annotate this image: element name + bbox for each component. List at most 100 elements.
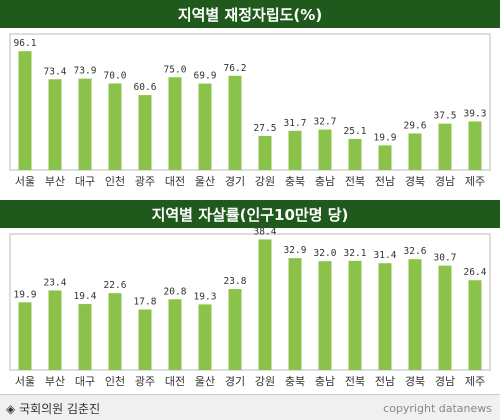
chart1-value-label-15: 37.5 [434, 111, 457, 122]
chart2-value-label-15: 30.7 [434, 253, 457, 264]
chart1-category-label-14: 경북 [405, 175, 425, 188]
chart2-bar-6 [168, 299, 182, 370]
chart2-value-label-7: 19.3 [194, 291, 217, 302]
chart1-bar-3 [78, 78, 92, 170]
chart2-bar-5 [138, 309, 152, 370]
chart2-bar-11 [318, 261, 332, 370]
chart2-value-label-9: 38.4 [254, 228, 277, 237]
chart2-title: 지역별 자살률(인구10만명 당) [0, 200, 500, 228]
chart1-bar-4 [108, 83, 122, 170]
chart2-category-label-13: 전남 [375, 375, 395, 388]
chart2-category-label-16: 제주 [465, 375, 485, 388]
chart2-value-label-1: 19.9 [14, 289, 37, 300]
chart1-category-label-3: 대구 [75, 175, 95, 188]
chart1-category-label-7: 울산 [195, 175, 215, 188]
chart1-value-label-4: 70.0 [104, 70, 127, 81]
footer: ◈ 국회의원 김춘진 copyright datanews [0, 394, 500, 420]
chart1-bar-1 [18, 51, 32, 170]
chart1-bar-8 [228, 75, 242, 170]
chart2-bar-4 [108, 293, 122, 370]
chart1-value-label-9: 27.5 [254, 123, 277, 134]
chart1-value-label-7: 69.9 [194, 71, 217, 82]
chart1-bar-6 [168, 77, 182, 170]
chart1-bar-13 [378, 145, 392, 170]
chart1-title: 지역별 재정자립도(%) [0, 0, 500, 28]
chart2-value-label-11: 32.0 [314, 248, 337, 259]
chart2-value-label-10: 32.9 [284, 245, 307, 256]
chart1-value-label-5: 60.6 [134, 82, 157, 93]
chart2-value-label-6: 20.8 [164, 286, 187, 297]
chart1-bar-11 [318, 129, 332, 170]
chart2-category-label-7: 울산 [195, 375, 215, 388]
chart1-value-label-2: 73.4 [44, 66, 67, 77]
chart1-bar-5 [138, 95, 152, 170]
chart2-plot: 19.9 서울 23.4 부산 19.4 대구 22.6 인천 17.8 광주 20.8 대전 19.3… [9, 228, 491, 388]
chart2-bar-12 [348, 260, 362, 370]
chart2-value-label-16: 26.4 [464, 267, 487, 278]
chart2-bar-7 [198, 304, 212, 370]
chart2-value-label-2: 23.4 [44, 277, 67, 288]
chart2-value-label-5: 17.8 [134, 296, 157, 307]
chart1-value-label-11: 32.7 [314, 117, 337, 128]
chart2-category-label-3: 대구 [75, 375, 95, 388]
chart1-bar-15 [438, 123, 452, 170]
chart1-category-label-11: 충남 [315, 175, 335, 188]
chart1-bar-16 [468, 121, 482, 170]
chart1-plot: 96.1 서울 73.4 부산 73.9 대구 70.0 인천 60.6 광주 75.0 대전 69.9… [9, 33, 491, 188]
chart1-value-label-16: 39.3 [464, 108, 487, 119]
chart2-category-label-4: 인천 [105, 374, 125, 388]
chart2-category-label-15: 경남 [435, 375, 455, 388]
chart1-category-label-1: 서울 [15, 175, 35, 188]
chart1-category-label-4: 인천 [105, 174, 125, 188]
chart2-category-label-5: 광주 [135, 375, 155, 388]
chart2-category-label-8: 경기 [225, 375, 245, 388]
chart1-value-label-3: 73.9 [74, 66, 97, 77]
chart1-value-label-6: 75.0 [164, 64, 187, 75]
chart1-bar-9 [258, 136, 272, 170]
chart2-value-label-12: 32.1 [344, 248, 367, 259]
chart2-value-label-13: 31.4 [374, 250, 397, 261]
chart2-category-label-11: 충남 [315, 375, 335, 388]
chart1-category-label-9: 강원 [255, 175, 275, 188]
chart1-category-label-6: 대전 [165, 175, 185, 188]
chart2-category-label-9: 강원 [255, 375, 275, 388]
chart2-category-label-2: 부산 [45, 375, 65, 388]
chart1-category-label-8: 경기 [225, 175, 245, 188]
chart2-value-label-14: 32.6 [404, 246, 427, 257]
chart1-category-label-13: 전남 [375, 175, 395, 188]
chart2-bar-8 [228, 289, 242, 370]
chart2-category-label-14: 경북 [405, 375, 425, 388]
chart1-category-label-10: 충북 [285, 175, 305, 188]
chart2-value-label-3: 19.4 [74, 291, 97, 302]
chart2-bar-15 [438, 265, 452, 370]
chart1-category-label-2: 부산 [45, 175, 65, 188]
chart2-bar-14 [408, 259, 422, 370]
chart2-category-label-6: 대전 [165, 375, 185, 388]
chart1-value-label-12: 25.1 [344, 126, 367, 137]
chart2-bar-1 [18, 302, 32, 370]
chart1-bar-2 [48, 79, 62, 170]
chart2-bar-13 [378, 263, 392, 370]
chart1-bar-12 [348, 138, 362, 170]
chart1-category-label-5: 광주 [135, 175, 155, 188]
chart2-bar-3 [78, 304, 92, 370]
chart2-bar-2 [48, 290, 62, 370]
chart2-bar-9 [258, 239, 272, 370]
chart1-bar-14 [408, 133, 422, 170]
chart2-category-label-1: 서울 [15, 375, 35, 388]
source-credit: ◈ 국회의원 김춘진 [6, 402, 101, 416]
chart2-category-label-12: 전북 [345, 375, 365, 388]
chart1-value-label-13: 19.9 [374, 132, 397, 143]
chart2-bar-16 [468, 280, 482, 370]
copyright-text: copyright datanews [383, 402, 492, 415]
chart1-category-label-16: 제주 [465, 175, 485, 188]
chart1-value-label-10: 31.7 [284, 118, 307, 129]
chart2-value-label-8: 23.8 [224, 276, 247, 287]
chart2-bar-10 [288, 258, 302, 370]
chart1-bar-10 [288, 130, 302, 170]
chart1-category-label-12: 전북 [345, 175, 365, 188]
chart1-value-label-1: 96.1 [14, 38, 37, 49]
chart1-value-label-8: 76.2 [224, 63, 247, 74]
chart2-value-label-4: 22.6 [104, 280, 127, 291]
chart2-category-label-10: 충북 [285, 375, 305, 388]
